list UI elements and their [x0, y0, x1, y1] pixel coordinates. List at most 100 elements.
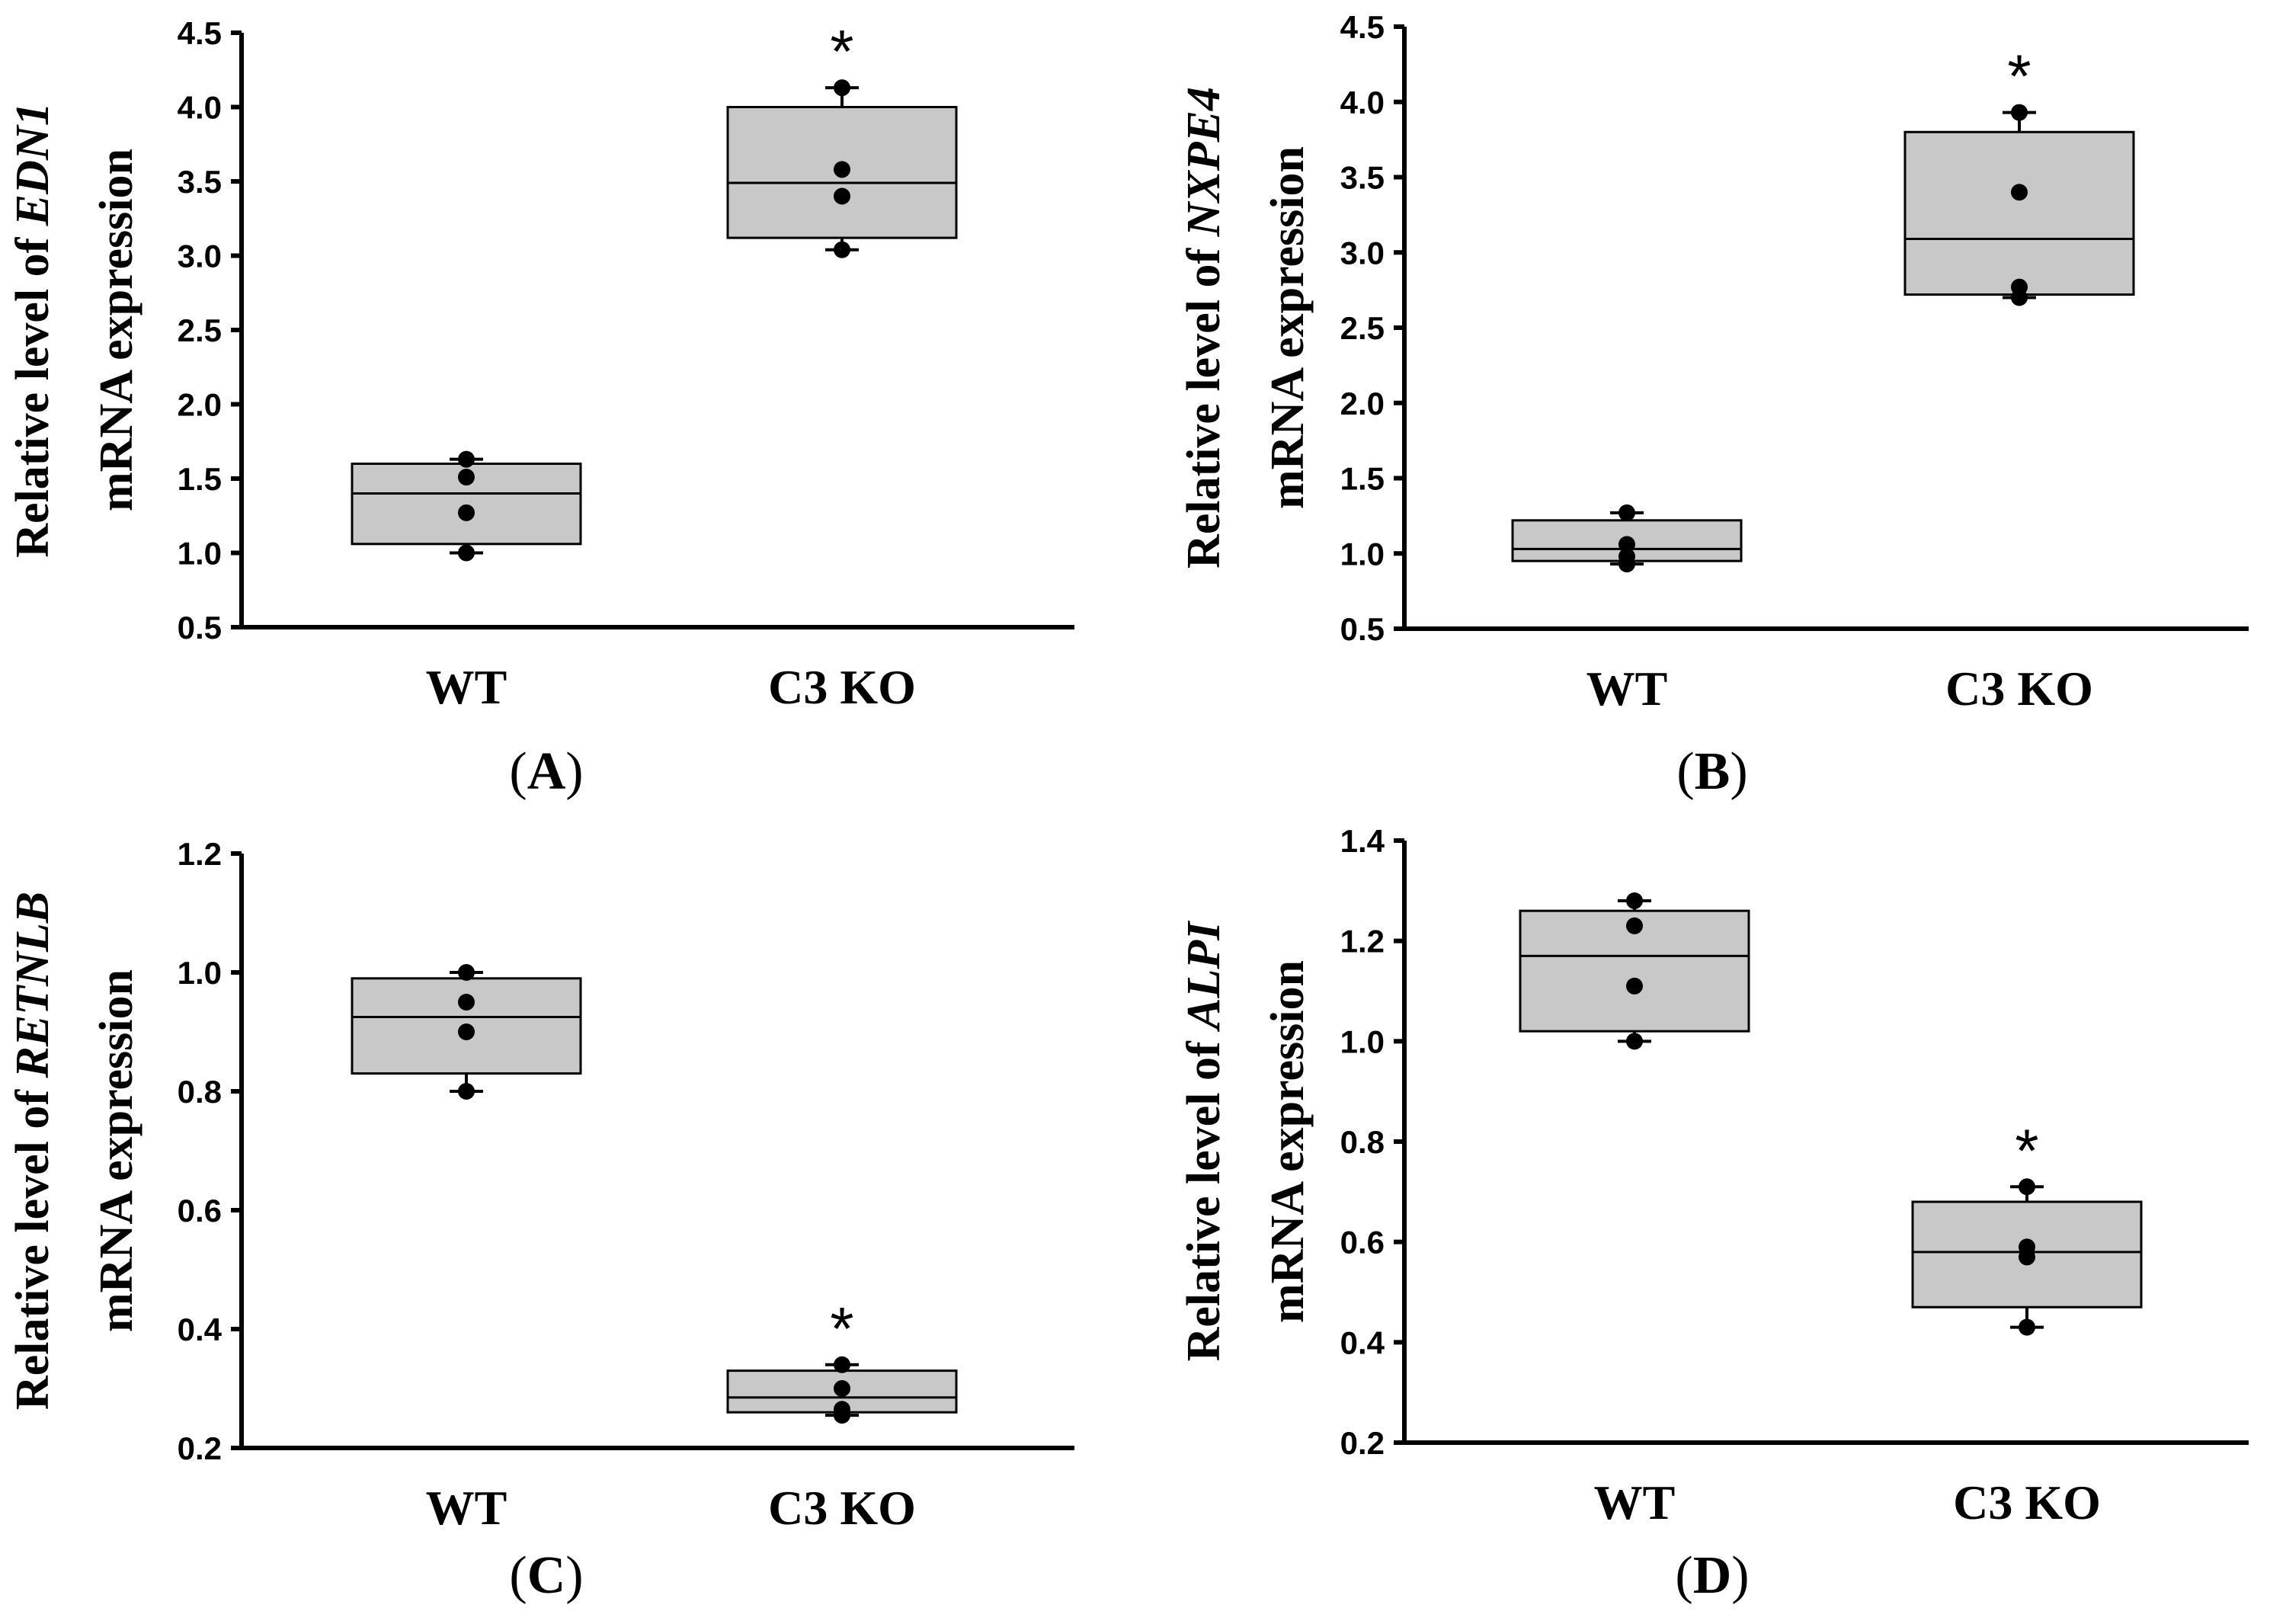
y-tick-label: 2.5: [178, 312, 222, 348]
y-tick-label: 0.5: [178, 610, 222, 645]
y-axis-label-gene: NXPE4: [1178, 87, 1230, 237]
x-category-label: C3 KO: [768, 660, 916, 714]
y-axis-label-gene: RETNLB: [7, 892, 59, 1079]
panel-label: (D): [1675, 1546, 1749, 1605]
y-tick-label: 2.0: [1340, 386, 1385, 421]
x-category-label: WT: [1594, 1475, 1676, 1530]
y-tick-label: 1.2: [178, 836, 222, 872]
box-group-wt: [1519, 892, 1750, 1050]
data-point: [834, 1356, 850, 1373]
y-axis-label-line2: mRNA expression: [1262, 960, 1314, 1323]
box-iqr: [1903, 130, 2135, 296]
panel-c: 0.2 0.4 0.6 0.8 1.0 1.2 Relative level of RETN…: [7, 836, 1074, 1605]
data-point: [834, 161, 850, 178]
data-point: [458, 964, 475, 981]
y-tick-label: 1.2: [1340, 924, 1385, 959]
panel-a: 0.5 1.0 1.5 2.0 2.5 3.0 3.5 4.0 4.5 Relative leve…: [7, 15, 1074, 801]
y-tick-label: 0.2: [178, 1430, 222, 1466]
data-point: [1626, 977, 1643, 995]
box-group-wt: [351, 450, 582, 562]
panel-label-close: ): [565, 742, 583, 801]
y-tick-label: 1.5: [178, 461, 222, 497]
data-point: [2011, 184, 2028, 201]
panel-label-letter: C: [527, 1546, 566, 1605]
y-axis-label-prefix: Relative level of: [7, 1078, 59, 1411]
data-point: [1618, 536, 1635, 553]
data-point: [458, 1023, 475, 1040]
y-axis-label-line1: Relative level of EDN1: [7, 102, 59, 557]
y-axis-label-line1: Relative level of NXPE4: [1178, 87, 1230, 569]
y-axis-label-line2: mRNA expression: [91, 149, 142, 511]
x-category-label: WT: [426, 1481, 507, 1535]
y-tick-label: 1.0: [178, 536, 222, 572]
y-axis-label-line2: mRNA expression: [1262, 146, 1314, 509]
y-tick-label: 0.6: [178, 1193, 222, 1228]
y-axis-label-line1: Relative level of ALPI: [1178, 921, 1230, 1362]
y-tick-label: 0.6: [1340, 1225, 1385, 1260]
y-tick-label: 3.0: [1340, 235, 1385, 271]
y-axis-label-prefix: Relative level of: [1178, 1030, 1230, 1362]
panel-label-open: (: [1676, 742, 1694, 801]
data-point: [1626, 892, 1643, 909]
y-tick-label: 1.4: [1340, 823, 1385, 859]
y-tick-label: 2.0: [178, 387, 222, 423]
panel-label-letter: D: [1693, 1546, 1732, 1605]
y-tick-label: 1.5: [1340, 461, 1385, 497]
panel-d: 0.2 0.4 0.6 0.8 1.0 1.2 1.4 Relative level of A…: [1178, 823, 2249, 1605]
panel-label-open: (: [1675, 1546, 1692, 1605]
y-axis-label-gene: ALPI: [1178, 921, 1230, 1033]
y-axis-label-gene: EDN1: [7, 102, 59, 226]
panel-label-close: ): [1730, 742, 1747, 801]
x-category-label: C3 KO: [768, 1481, 916, 1535]
y-tick-label: 1.0: [1340, 1023, 1385, 1059]
panel-label-letter: A: [527, 742, 566, 801]
data-point: [2019, 1178, 2035, 1196]
panel-label-open: (: [509, 742, 527, 801]
data-point: [834, 241, 850, 258]
significance-marker: *: [2015, 1116, 2038, 1184]
y-tick-label: 3.0: [178, 239, 222, 274]
y-tick-label: 1.0: [1340, 536, 1385, 572]
panel-label: (A): [509, 742, 583, 801]
y-tick-label: 3.5: [178, 164, 222, 200]
y-tick-label: 1.0: [178, 955, 222, 991]
data-point: [2011, 278, 2028, 296]
y-tick-label: 0.4: [1340, 1325, 1385, 1360]
data-point: [834, 187, 850, 205]
y-axis-label-prefix: Relative level of: [1178, 236, 1230, 569]
significance-marker: *: [2007, 43, 2031, 111]
y-axis-label-prefix: Relative level of: [7, 226, 59, 558]
box-group-wt: [351, 964, 582, 1100]
box-group-c3-ko: *: [726, 18, 958, 258]
y-tick-label: 4.5: [178, 15, 222, 51]
box-group-wt: [1511, 504, 1743, 573]
panel-label-close: ): [565, 1546, 583, 1605]
data-point: [458, 544, 475, 562]
data-point: [458, 469, 475, 486]
box-group-c3-ko: *: [1911, 1116, 2143, 1336]
significance-marker: *: [830, 18, 853, 85]
y-tick-label: 0.5: [1340, 611, 1385, 647]
data-point: [834, 79, 850, 97]
panel-b: 0.5 1.0 1.5 2.0 2.5 3.0 3.5 4.0 4.5 Relative leve…: [1178, 9, 2249, 801]
data-point: [2011, 104, 2028, 121]
x-category-label: C3 KO: [1945, 661, 2093, 716]
y-tick-label: 0.8: [178, 1074, 222, 1110]
data-point: [458, 504, 475, 521]
y-tick-label: 0.8: [1340, 1124, 1385, 1160]
significance-marker: *: [830, 1295, 853, 1363]
data-point: [834, 1380, 850, 1397]
y-tick-label: 0.4: [178, 1312, 223, 1347]
panel-label-letter: B: [1695, 742, 1731, 801]
y-tick-label: 4.5: [1340, 9, 1385, 45]
box-group-c3-ko: *: [726, 1295, 958, 1424]
data-point: [458, 450, 475, 468]
data-point: [458, 1083, 475, 1100]
data-point: [1626, 1033, 1643, 1050]
data-point: [458, 994, 475, 1011]
y-tick-label: 3.5: [1340, 160, 1385, 196]
y-tick-label: 4.0: [1340, 85, 1385, 120]
x-category-label: C3 KO: [1953, 1475, 2101, 1530]
data-point: [1618, 504, 1635, 521]
